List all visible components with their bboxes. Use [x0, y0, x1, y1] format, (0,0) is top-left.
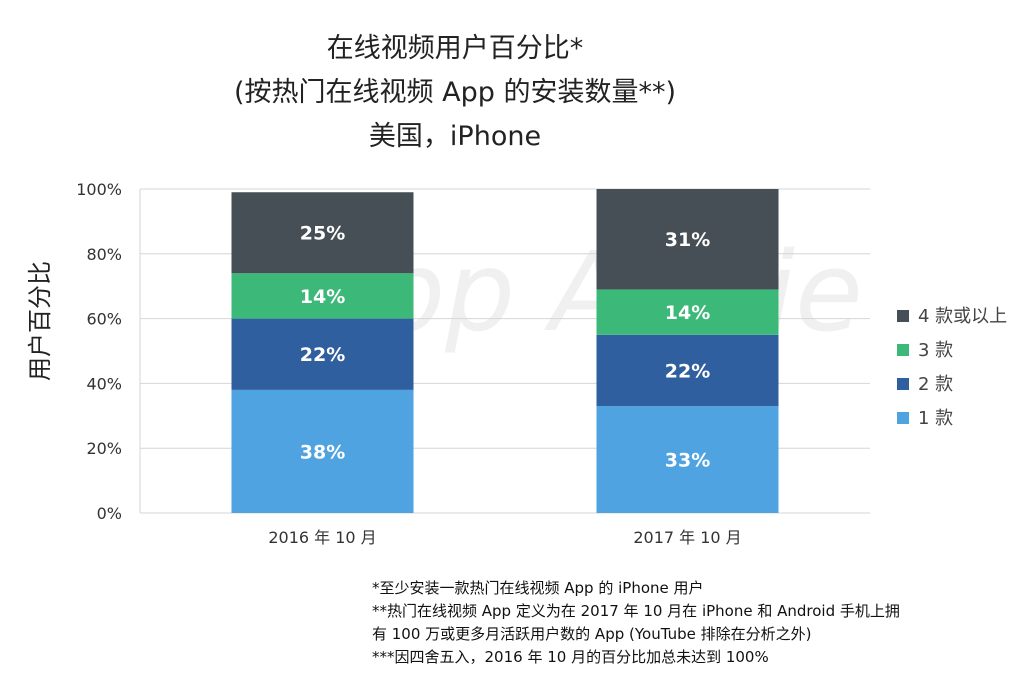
y-tick-label: 100% — [76, 180, 122, 199]
y-axis-label: 用户百分比 — [26, 261, 54, 381]
y-tick-label: 60% — [86, 310, 122, 329]
bar-segment — [596, 289, 779, 335]
x-tick-labels: 2016 年 10 月 2017 年 10 月 — [268, 528, 741, 547]
legend-swatch — [897, 378, 909, 390]
footnote-2: **热门在线视频 App 定义为在 2017 年 10 月在 iPhone 和 … — [372, 602, 900, 620]
y-tick-label: 40% — [86, 374, 122, 393]
y-tick-label: 80% — [86, 245, 122, 264]
data-label: 22% — [665, 360, 710, 382]
legend-label: 2 款 — [918, 374, 953, 395]
data-label: 22% — [300, 344, 345, 366]
bar-segment — [231, 273, 414, 319]
x-tick-label: 2017 年 10 月 — [633, 528, 741, 547]
data-label: 31% — [665, 229, 710, 251]
bar-segment — [231, 318, 414, 390]
y-tick-label: 20% — [86, 439, 122, 458]
bar-segment — [596, 189, 779, 290]
data-label: 14% — [665, 302, 710, 324]
chart-title-line-2: (按热门在线视频 App 的安装数量**) — [234, 77, 676, 108]
legend-swatch — [897, 344, 909, 356]
chart-title-line-3: 美国，iPhone — [369, 121, 541, 152]
bar-segment — [231, 192, 414, 274]
bar-segment — [231, 389, 414, 513]
data-label: 14% — [300, 286, 345, 308]
bar-segment — [596, 406, 779, 513]
legend-label: 3 款 — [918, 340, 953, 361]
bar-segment — [596, 334, 779, 407]
bars: 38% 22% 14% 25% 33% 22% 14% 31% — [231, 189, 779, 513]
footnote-4: ***因四舍五入，2016 年 10 月的百分比加总未达到 100% — [372, 648, 769, 666]
data-label: 33% — [665, 450, 710, 472]
x-tick-label: 2016 年 10 月 — [268, 528, 376, 547]
legend: 4 款或以上 3 款 2 款 1 款 — [897, 306, 1007, 429]
legend-label: 4 款或以上 — [918, 306, 1007, 327]
legend-label: 1 款 — [918, 408, 953, 429]
data-label: 25% — [300, 223, 345, 245]
footnote-3: 有 100 万或更多月活跃用户数的 App (YouTube 排除在分析之外) — [372, 625, 811, 643]
y-tick-labels: 0% 20% 40% 60% 80% 100% — [76, 180, 122, 523]
data-label: 38% — [300, 441, 345, 463]
legend-swatch — [897, 310, 909, 322]
legend-swatch — [897, 412, 909, 424]
chart-title-line-1: 在线视频用户百分比* — [327, 33, 584, 64]
footnote-1: *至少安装一款热门在线视频 App 的 iPhone 用户 — [372, 579, 704, 597]
y-tick-label: 0% — [97, 504, 122, 523]
